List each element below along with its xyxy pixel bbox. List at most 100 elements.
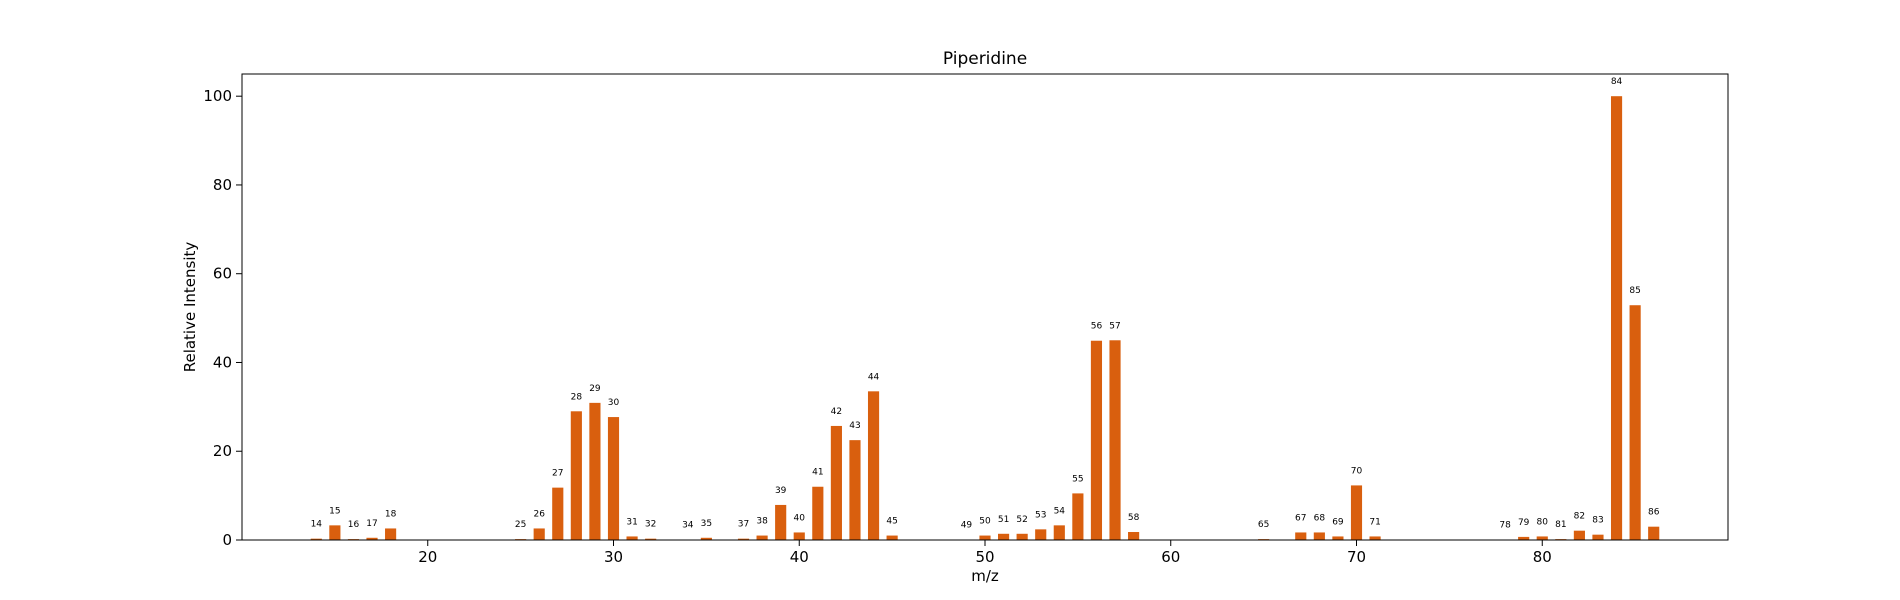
bar-label-mz-53: 53 (1035, 510, 1046, 520)
bars-group (310, 96, 1660, 540)
bar-label-mz-83: 83 (1592, 516, 1603, 526)
bar-label-mz-50: 50 (979, 517, 991, 527)
bar-mz-83 (1592, 534, 1604, 540)
bar-mz-41 (812, 486, 824, 540)
bar-label-mz-58: 58 (1128, 513, 1140, 523)
bar-mz-38 (756, 535, 768, 540)
x-tick-label-60: 60 (1161, 548, 1180, 566)
bar-mz-51 (998, 533, 1010, 540)
bar-mz-32 (645, 538, 657, 540)
bar-mz-85 (1629, 305, 1641, 540)
y-tick-label-60: 60 (213, 265, 232, 283)
bar-label-mz-55: 55 (1072, 474, 1083, 484)
bar-mz-31 (626, 536, 638, 540)
bar-mz-50 (979, 535, 991, 540)
bar-mz-55 (1072, 493, 1084, 540)
bar-mz-52 (1016, 533, 1028, 540)
bar-label-mz-69: 69 (1332, 517, 1344, 527)
bar-mz-44 (867, 391, 880, 540)
bar-mz-53 (1035, 529, 1047, 540)
bar-mz-84 (1610, 96, 1623, 540)
bar-mz-70 (1350, 485, 1363, 540)
bar-label-mz-39: 39 (775, 486, 787, 496)
x-tick-label-20: 20 (418, 548, 437, 566)
bar-label-mz-82: 82 (1574, 512, 1585, 522)
bar-mz-28 (570, 411, 582, 540)
bar-label-mz-86: 86 (1648, 508, 1660, 518)
bar-label-mz-52: 52 (1016, 515, 1027, 525)
bar-mz-57 (1109, 340, 1121, 540)
bar-label-mz-29: 29 (589, 384, 601, 394)
bar-mz-56 (1090, 340, 1103, 540)
bar-mz-30 (607, 417, 620, 540)
bar-mz-42 (830, 425, 842, 540)
bar-label-mz-45: 45 (886, 517, 897, 527)
bar-mz-35 (700, 537, 712, 540)
bar-label-mz-79: 79 (1518, 518, 1530, 528)
bar-mz-82 (1573, 530, 1585, 540)
bar-label-mz-35: 35 (701, 519, 712, 529)
y-tick-label-20: 20 (213, 442, 232, 460)
plot-frame (241, 73, 1729, 541)
bar-label-mz-27: 27 (552, 469, 563, 479)
y-tick-label-100: 100 (203, 87, 232, 105)
bar-mz-58 (1128, 532, 1140, 540)
bar-labels-group: 14 15 16 17 18 25 26 27 28 29 30 31 32 34 35 37 38 39 40 41… (311, 77, 1660, 530)
bar-label-mz-38: 38 (756, 517, 768, 527)
bar-mz-80 (1536, 536, 1548, 540)
x-tick-label-50: 50 (975, 548, 994, 566)
x-tick-label-70: 70 (1347, 548, 1366, 566)
bar-mz-79 (1518, 536, 1530, 540)
bar-label-mz-81: 81 (1555, 520, 1566, 530)
bar-label-mz-31: 31 (626, 517, 637, 527)
bar-label-mz-18: 18 (385, 509, 397, 519)
bar-label-mz-37: 37 (738, 520, 749, 530)
bar-mz-40 (793, 532, 805, 540)
x-tick-label-30: 30 (604, 548, 623, 566)
x-tick-label-40: 40 (790, 548, 809, 566)
bar-mz-14 (310, 538, 322, 540)
bar-label-mz-49: 49 (961, 521, 973, 531)
bar-mz-27 (552, 487, 564, 540)
bar-mz-15 (329, 525, 341, 540)
bar-label-mz-67: 67 (1295, 513, 1306, 523)
bar-label-mz-78: 78 (1499, 521, 1511, 531)
bar-label-mz-71: 71 (1369, 517, 1380, 527)
y-axis-title: Relative Intensity (181, 242, 199, 373)
bar-label-mz-17: 17 (366, 519, 377, 529)
bar-label-mz-15: 15 (329, 506, 340, 516)
bar-label-mz-51: 51 (998, 515, 1009, 525)
bar-mz-67 (1295, 532, 1307, 540)
bar-label-mz-56: 56 (1091, 322, 1103, 332)
bar-label-mz-30: 30 (608, 398, 620, 408)
bar-mz-37 (737, 538, 750, 540)
bar-label-mz-32: 32 (645, 520, 656, 530)
y-tick-label-40: 40 (213, 353, 232, 371)
y-tick-label-80: 80 (213, 176, 232, 194)
bar-label-mz-84: 84 (1611, 77, 1623, 87)
bar-label-mz-16: 16 (348, 520, 360, 530)
bar-label-mz-43: 43 (849, 421, 860, 431)
bar-mz-54 (1053, 525, 1065, 540)
bar-mz-17 (366, 537, 378, 540)
x-axis: 20 30 40 50 60 70 80 (418, 540, 1552, 566)
x-axis-title: m/z (971, 567, 999, 585)
bar-label-mz-42: 42 (831, 407, 842, 417)
bar-label-mz-14: 14 (311, 520, 323, 530)
bar-mz-68 (1313, 532, 1325, 540)
bar-label-mz-34: 34 (682, 521, 694, 531)
bar-label-mz-80: 80 (1537, 517, 1549, 527)
bar-mz-86 (1648, 526, 1660, 540)
bar-label-mz-25: 25 (515, 520, 526, 530)
bar-label-mz-65: 65 (1258, 520, 1269, 530)
bar-label-mz-68: 68 (1314, 513, 1326, 523)
bar-label-mz-41: 41 (812, 468, 823, 478)
x-tick-label-80: 80 (1533, 548, 1552, 566)
bar-mz-69 (1332, 536, 1344, 540)
bar-label-mz-40: 40 (794, 513, 806, 523)
bar-label-mz-28: 28 (571, 392, 583, 402)
bar-label-mz-44: 44 (868, 372, 880, 382)
y-tick-label-0: 0 (222, 531, 232, 549)
bar-mz-18 (385, 528, 397, 540)
